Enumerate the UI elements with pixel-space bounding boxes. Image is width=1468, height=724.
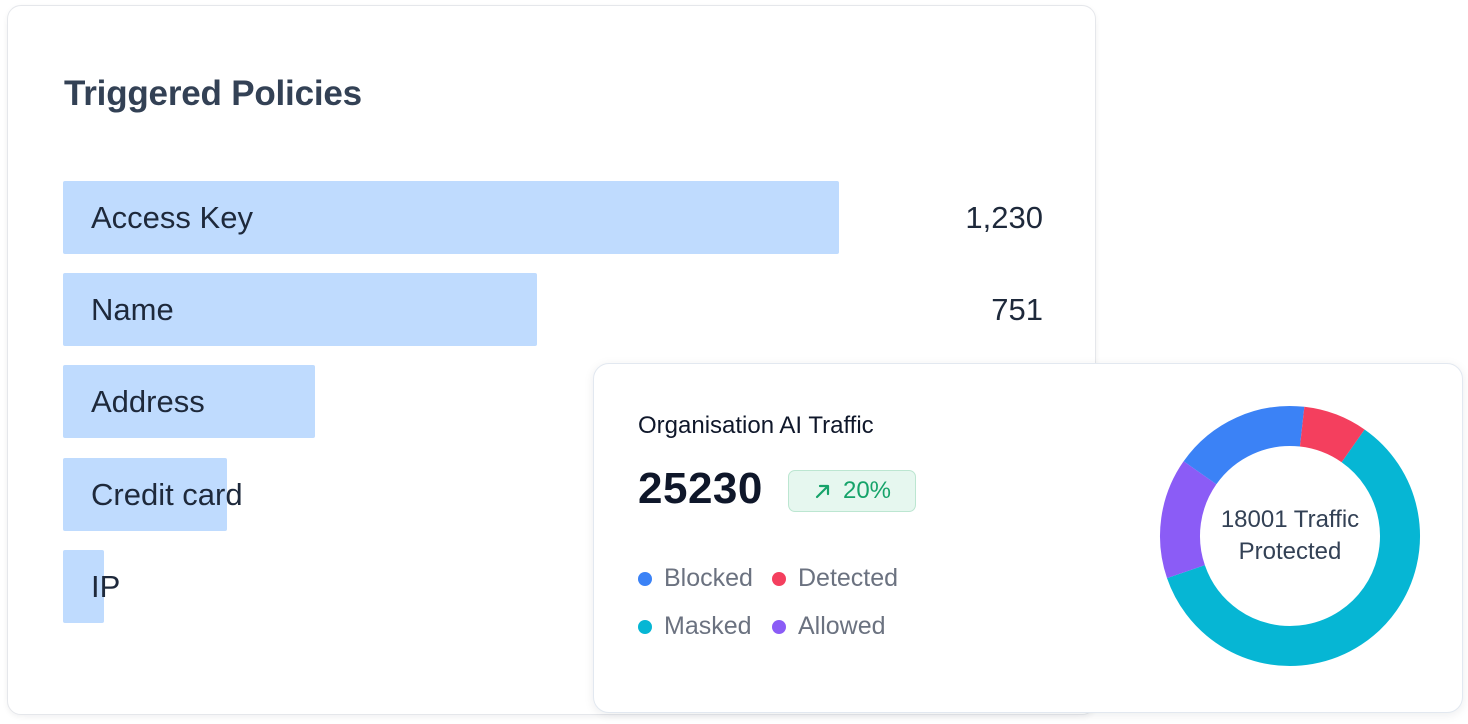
legend-label: Allowed bbox=[798, 612, 886, 640]
policy-count: 1,230 bbox=[965, 200, 1043, 235]
legend-dot bbox=[638, 619, 652, 634]
policy-label: Credit card bbox=[91, 477, 243, 512]
legend-dot bbox=[772, 619, 786, 634]
traffic-total: 25230 bbox=[638, 464, 763, 513]
policy-bar-row[interactable]: IP bbox=[63, 550, 1043, 623]
policy-bar-row[interactable]: Access Key 1,230 bbox=[63, 181, 1043, 254]
legend-label: Blocked bbox=[664, 564, 753, 592]
policy-bar bbox=[63, 458, 227, 531]
legend-item-allowed: Allowed bbox=[772, 612, 886, 641]
legend-item-masked: Masked bbox=[638, 612, 752, 641]
policy-bar bbox=[63, 365, 315, 438]
trend-badge: 20% bbox=[788, 470, 916, 512]
triggered-policies-card: Triggered Policies Access Key 1,230 Name… bbox=[7, 5, 1096, 715]
policies-title: Triggered Policies bbox=[64, 74, 362, 113]
legend-label: Masked bbox=[664, 612, 752, 640]
policy-count: 751 bbox=[991, 292, 1043, 327]
trend-label: 20% bbox=[842, 477, 892, 504]
policy-label: Address bbox=[91, 384, 205, 419]
ai-traffic-card: Organisation AI Traffic 25230 20% Blocke… bbox=[593, 363, 1463, 713]
policy-label: IP bbox=[91, 569, 121, 604]
arrow-up-right-icon bbox=[815, 484, 830, 499]
traffic-title: Organisation AI Traffic bbox=[638, 412, 874, 439]
policy-label: Access Key bbox=[91, 200, 253, 235]
legend-item-blocked: Blocked bbox=[638, 564, 753, 593]
legend-item-detected: Detected bbox=[772, 564, 898, 593]
policy-bar bbox=[63, 550, 104, 623]
policy-bar bbox=[63, 273, 537, 346]
policy-bar-row[interactable]: Address bbox=[63, 365, 1043, 438]
policy-bar-row[interactable]: Credit card bbox=[63, 458, 1043, 531]
legend-dot bbox=[772, 571, 786, 586]
policy-label: Name bbox=[91, 292, 174, 327]
policy-bar-row[interactable]: Name 751 bbox=[63, 273, 1043, 346]
legend-label: Detected bbox=[798, 564, 899, 592]
legend-dot bbox=[638, 571, 652, 586]
traffic-donut-chart bbox=[1160, 406, 1420, 666]
policy-bar bbox=[63, 181, 839, 254]
donut-segment-detected bbox=[1160, 406, 1420, 666]
donut-segment-allowed bbox=[1160, 406, 1420, 666]
